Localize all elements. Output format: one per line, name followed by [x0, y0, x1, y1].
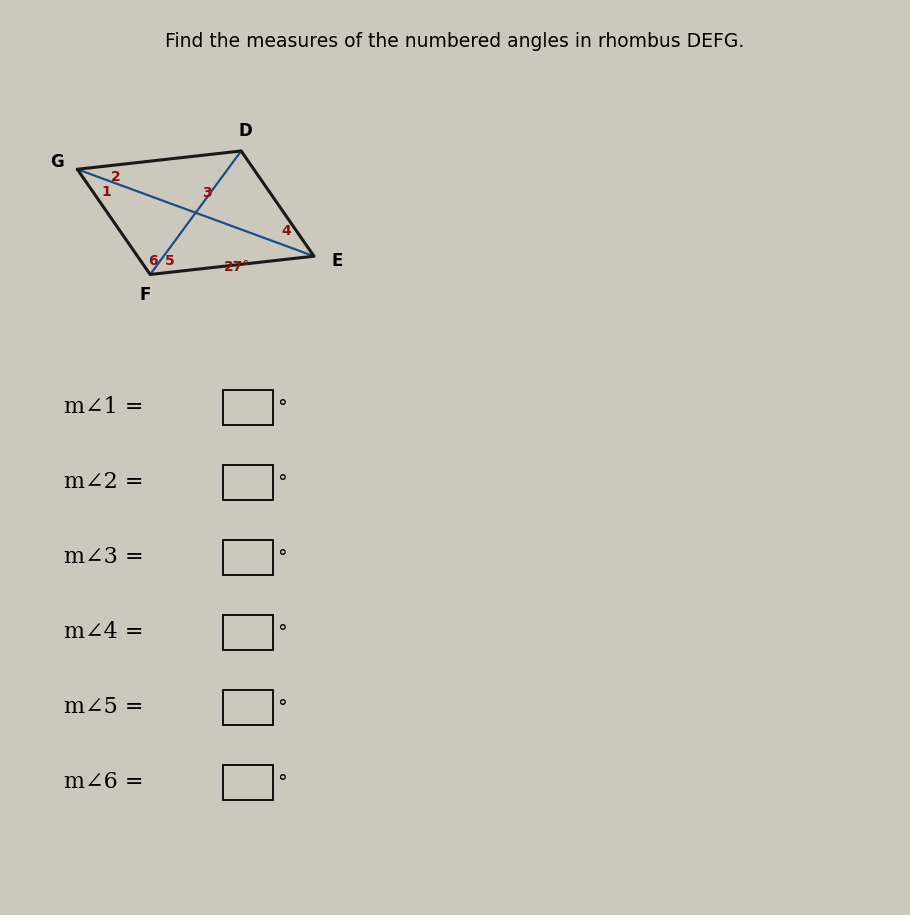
Text: m∠3 =: m∠3 = — [64, 546, 144, 568]
Text: m∠4 =: m∠4 = — [64, 621, 143, 643]
Text: m∠6 =: m∠6 = — [64, 771, 143, 793]
Text: E: E — [331, 252, 342, 270]
Text: °: ° — [278, 698, 288, 716]
FancyBboxPatch shape — [223, 615, 273, 650]
FancyBboxPatch shape — [223, 765, 273, 800]
FancyBboxPatch shape — [223, 690, 273, 725]
Text: 3: 3 — [202, 186, 211, 199]
Text: m∠1 =: m∠1 = — [64, 396, 143, 418]
Text: G: G — [50, 153, 65, 171]
Text: 1: 1 — [102, 185, 111, 199]
Text: F: F — [140, 285, 151, 304]
Text: 27°: 27° — [224, 260, 249, 274]
Text: m∠5 =: m∠5 = — [64, 696, 143, 718]
Text: °: ° — [278, 548, 288, 566]
Text: 2: 2 — [111, 169, 120, 184]
Text: D: D — [238, 122, 253, 140]
Text: Find the measures of the numbered angles in rhombus DEFG.: Find the measures of the numbered angles… — [166, 32, 744, 51]
FancyBboxPatch shape — [223, 540, 273, 575]
Text: m∠2 =: m∠2 = — [64, 471, 143, 493]
Text: 4: 4 — [282, 223, 291, 238]
Text: 6: 6 — [148, 253, 157, 268]
Text: °: ° — [278, 398, 288, 416]
FancyBboxPatch shape — [223, 465, 273, 500]
Text: °: ° — [278, 473, 288, 491]
Text: °: ° — [278, 773, 288, 791]
FancyBboxPatch shape — [223, 390, 273, 425]
Text: °: ° — [278, 623, 288, 641]
Text: 5: 5 — [166, 253, 175, 268]
